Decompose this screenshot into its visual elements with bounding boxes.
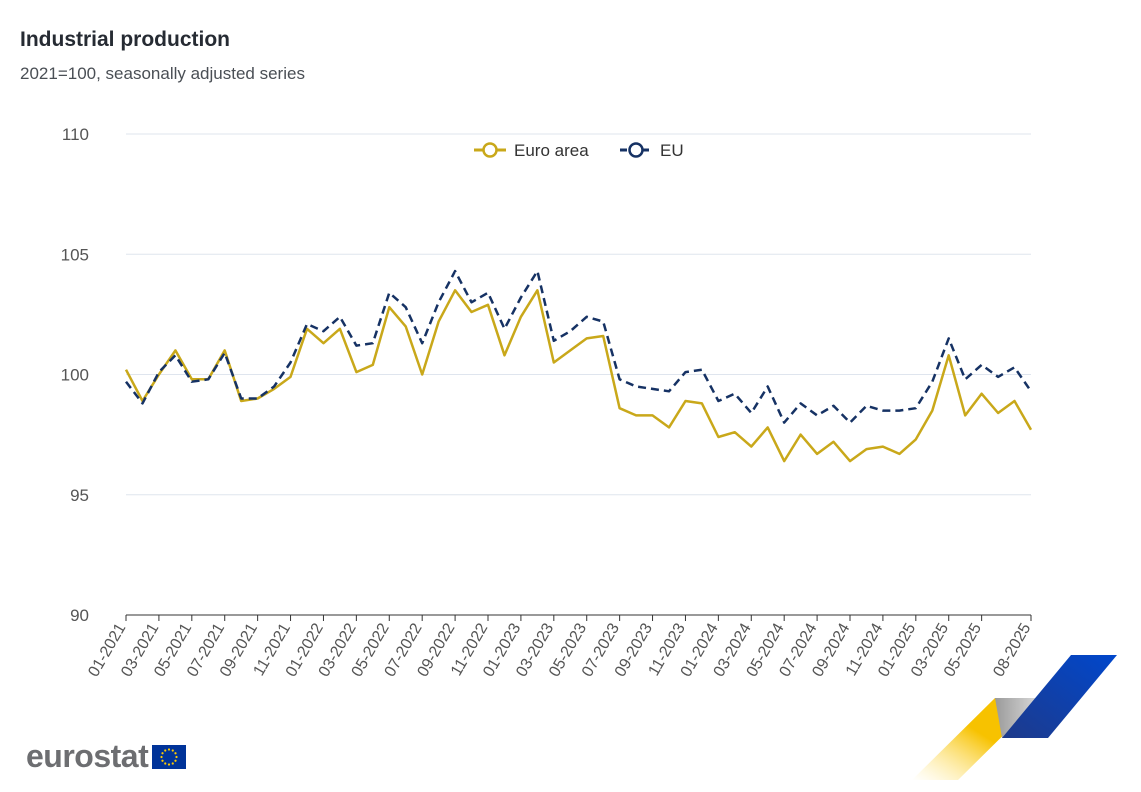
chart-subtitle: 2021=100, seasonally adjusted series (20, 64, 305, 83)
flag-star (174, 751, 177, 754)
flag-star (161, 751, 164, 754)
legend-item-euro-area[interactable]: Euro area (474, 141, 589, 160)
flag-star (171, 748, 175, 752)
legend: Euro area EU (474, 141, 684, 160)
y-axis-ticks: 90 95 100 105 110 (61, 125, 89, 625)
flag-star (164, 761, 167, 765)
flag-star (171, 761, 175, 765)
flag-star (168, 762, 171, 766)
series-line-euro-area[interactable] (124, 289, 1033, 463)
y-tick-label: 95 (70, 486, 89, 505)
y-tick-label: 100 (61, 366, 89, 385)
y-tick-label: 90 (70, 606, 89, 625)
flag-star (174, 759, 177, 762)
legend-label-euro-area: Euro area (514, 141, 589, 160)
flag-star (161, 759, 164, 762)
x-tick-label: 08-2025 (990, 620, 1034, 679)
eurostat-logo: eurostat (26, 738, 187, 775)
logo-text: eurostat (26, 738, 149, 774)
series-line-eu[interactable] (125, 269, 1033, 424)
series-lines (124, 269, 1033, 463)
grid-lines (126, 133, 1031, 496)
flag-star (168, 747, 171, 751)
y-tick-label: 110 (62, 125, 89, 144)
flag-star (175, 755, 178, 758)
y-tick-label: 105 (61, 245, 89, 264)
decorative-ribbon (912, 655, 1117, 780)
legend-label-eu: EU (660, 141, 684, 160)
chart-title: Industrial production (20, 28, 230, 51)
x-axis: 01-202103-202105-202107-202109-202111-20… (85, 614, 1035, 680)
legend-item-eu[interactable]: EU (620, 141, 684, 160)
flag-star (164, 748, 167, 752)
flag-star (160, 755, 163, 758)
eu-flag-icon (152, 744, 187, 769)
